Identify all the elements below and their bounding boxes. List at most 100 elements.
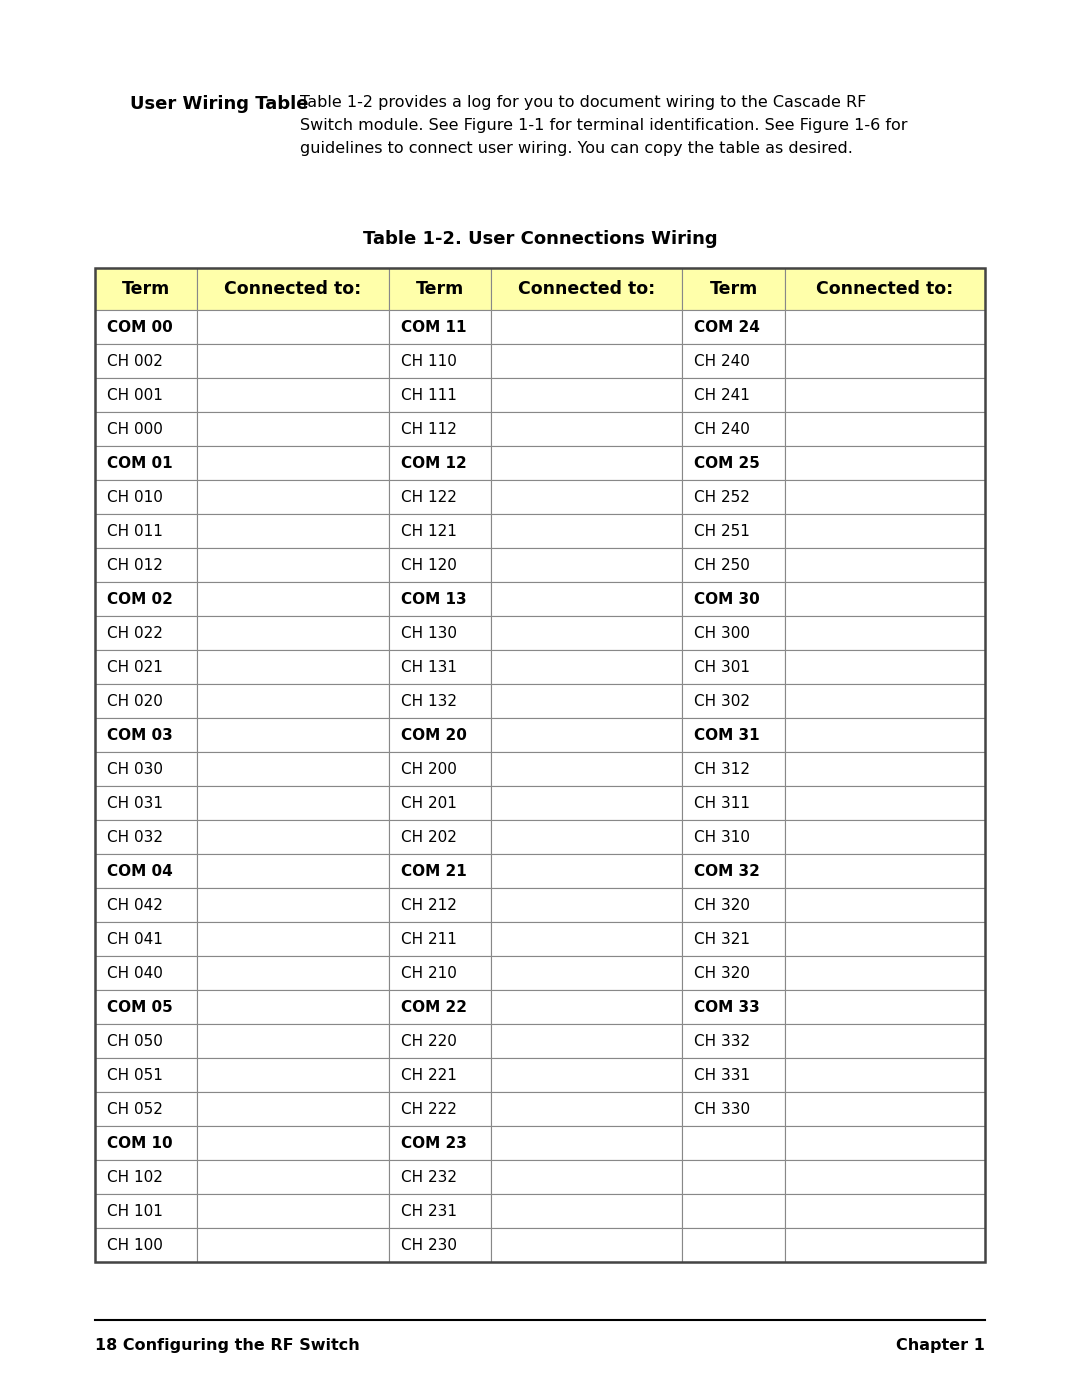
Bar	[683, 990, 785, 1024]
Bar	[683, 1024, 785, 1058]
Bar	[785, 1228, 985, 1261]
Text: COM 11: COM 11	[401, 320, 467, 334]
Text: CH 121: CH 121	[401, 524, 457, 538]
Bar	[785, 650, 985, 685]
Bar	[785, 412, 985, 446]
Bar	[389, 854, 491, 888]
Bar	[198, 446, 389, 481]
Bar	[198, 718, 389, 752]
Bar	[683, 548, 785, 583]
Text: CH 250: CH 250	[694, 557, 751, 573]
Text: CH 020: CH 020	[107, 693, 163, 708]
Bar	[491, 752, 683, 787]
Bar	[95, 616, 198, 650]
Bar	[95, 412, 198, 446]
Text: CH 232: CH 232	[401, 1169, 457, 1185]
Bar	[95, 514, 198, 548]
Text: Table 1-2. User Connections Wiring: Table 1-2. User Connections Wiring	[363, 231, 717, 249]
Text: Term: Term	[122, 279, 171, 298]
Text: CH 122: CH 122	[401, 489, 457, 504]
Text: CH 321: CH 321	[694, 932, 751, 947]
Bar	[683, 481, 785, 514]
Bar	[491, 888, 683, 922]
Bar	[785, 922, 985, 956]
Bar	[198, 854, 389, 888]
Bar	[785, 1092, 985, 1126]
Text: CH 110: CH 110	[401, 353, 457, 369]
Bar	[95, 583, 198, 616]
Bar	[683, 379, 785, 412]
Bar	[198, 344, 389, 379]
Bar	[683, 922, 785, 956]
Bar	[389, 1228, 491, 1261]
Text: CH 102: CH 102	[107, 1169, 163, 1185]
Text: CH 240: CH 240	[694, 422, 751, 436]
Text: 18 Configuring the RF Switch: 18 Configuring the RF Switch	[95, 1338, 360, 1354]
Bar	[683, 820, 785, 854]
Text: Connected to:: Connected to:	[518, 279, 656, 298]
Bar	[491, 379, 683, 412]
Text: CH 331: CH 331	[694, 1067, 751, 1083]
Bar	[683, 616, 785, 650]
Bar	[785, 583, 985, 616]
Text: CH 120: CH 120	[401, 557, 457, 573]
Text: CH 211: CH 211	[401, 932, 457, 947]
Text: Term: Term	[416, 279, 464, 298]
Bar	[785, 379, 985, 412]
Bar	[198, 888, 389, 922]
Bar	[491, 514, 683, 548]
Bar	[785, 685, 985, 718]
Bar	[389, 481, 491, 514]
Text: CH 040: CH 040	[107, 965, 163, 981]
Bar	[198, 1126, 389, 1160]
Bar	[95, 446, 198, 481]
Text: CH 221: CH 221	[401, 1067, 457, 1083]
Bar	[683, 1194, 785, 1228]
Bar	[95, 1194, 198, 1228]
Bar	[198, 514, 389, 548]
Text: Chapter 1: Chapter 1	[896, 1338, 985, 1354]
Bar	[683, 1126, 785, 1160]
Text: CH 131: CH 131	[401, 659, 457, 675]
Bar	[95, 481, 198, 514]
Bar	[785, 1194, 985, 1228]
Bar	[389, 787, 491, 820]
Text: CH 021: CH 021	[107, 659, 163, 675]
Bar	[198, 379, 389, 412]
Bar	[389, 514, 491, 548]
Text: COM 33: COM 33	[694, 999, 760, 1014]
Bar	[198, 685, 389, 718]
Bar	[491, 854, 683, 888]
Bar	[389, 1194, 491, 1228]
Bar	[198, 752, 389, 787]
Text: CH 022: CH 022	[107, 626, 163, 640]
Text: COM 31: COM 31	[694, 728, 760, 742]
Text: CH 051: CH 051	[107, 1067, 163, 1083]
Bar	[198, 650, 389, 685]
Bar	[95, 1092, 198, 1126]
Text: Term: Term	[710, 279, 758, 298]
Bar	[95, 888, 198, 922]
Bar	[389, 344, 491, 379]
Bar	[785, 1058, 985, 1092]
Text: CH 231: CH 231	[401, 1203, 457, 1218]
Text: COM 01: COM 01	[107, 455, 173, 471]
Bar	[785, 956, 985, 990]
Bar	[491, 956, 683, 990]
Bar	[785, 718, 985, 752]
Bar	[491, 922, 683, 956]
Bar	[491, 1160, 683, 1194]
Bar	[491, 616, 683, 650]
Bar	[389, 310, 491, 344]
Bar	[491, 990, 683, 1024]
Bar	[785, 1160, 985, 1194]
Bar	[491, 268, 683, 310]
Bar	[198, 787, 389, 820]
Bar	[389, 548, 491, 583]
Text: CH 052: CH 052	[107, 1101, 163, 1116]
Bar	[198, 481, 389, 514]
Text: COM 25: COM 25	[694, 455, 760, 471]
Bar	[389, 446, 491, 481]
Bar	[389, 1160, 491, 1194]
Bar	[95, 922, 198, 956]
